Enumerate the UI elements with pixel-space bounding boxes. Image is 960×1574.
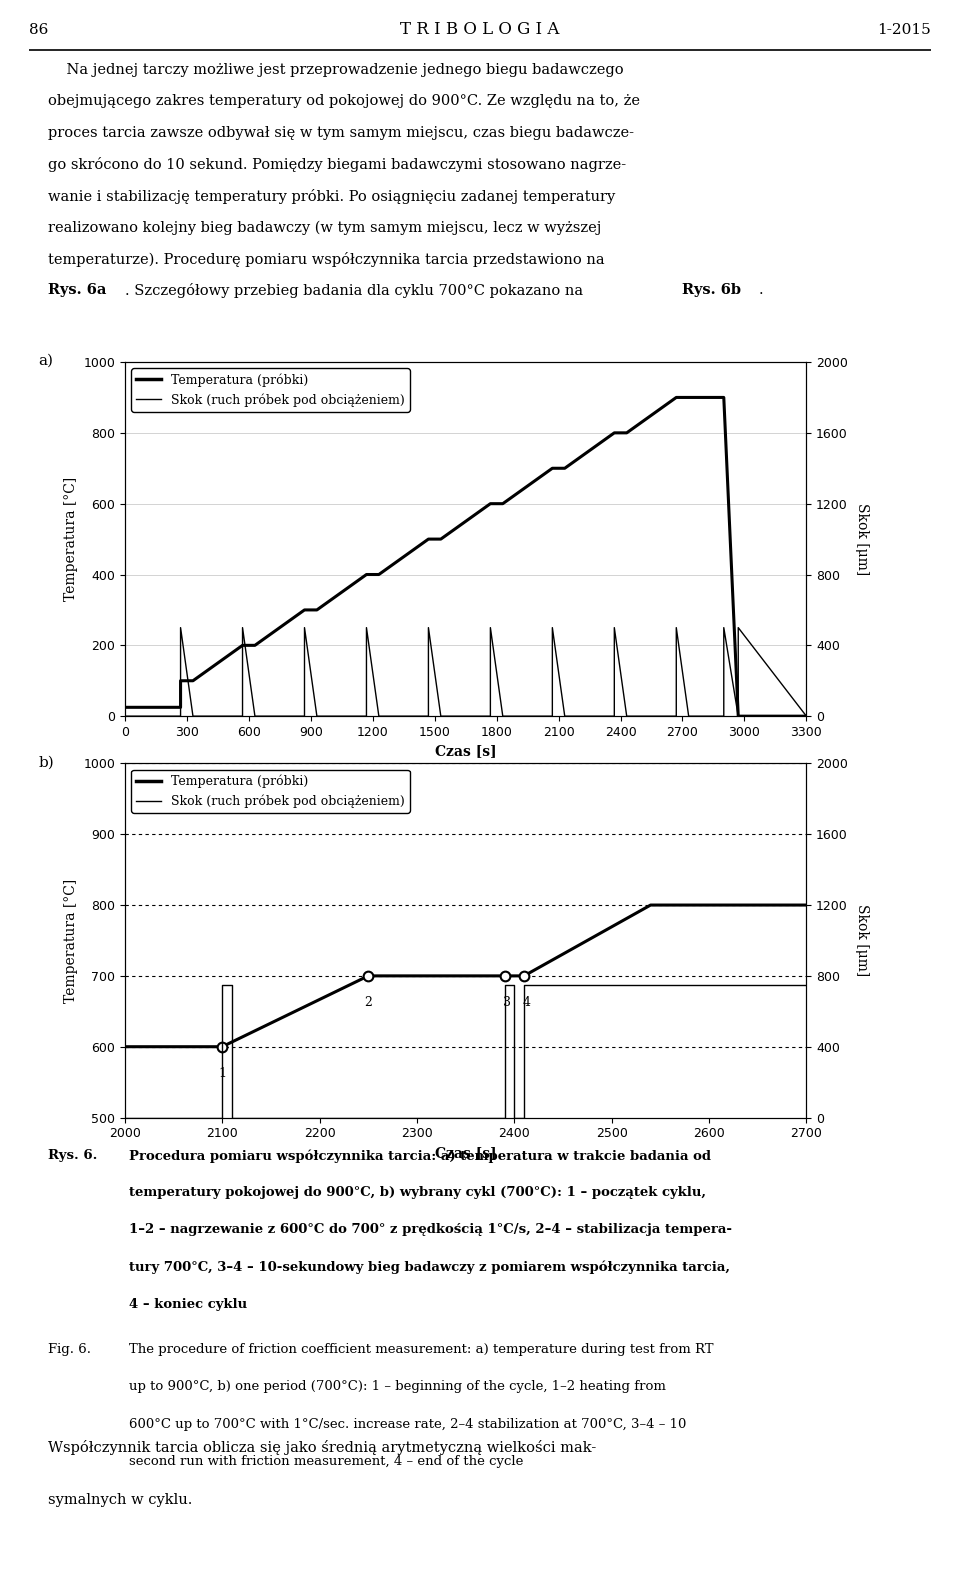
Text: 1-2015: 1-2015 xyxy=(877,24,931,36)
Legend: Temperatura (próbki), Skok (ruch próbek pod obciążeniem): Temperatura (próbki), Skok (ruch próbek … xyxy=(132,770,410,812)
Text: 86: 86 xyxy=(29,24,48,36)
Text: Fig. 6.: Fig. 6. xyxy=(48,1343,91,1357)
Text: obejmującego zakres temperatury od pokojowej do 900°C. Ze względu na to, że: obejmującego zakres temperatury od pokoj… xyxy=(48,94,640,109)
Text: tury 700°C, 3–4 – 10-sekundowy bieg badawczy z pomiarem współczynnika tarcia,: tury 700°C, 3–4 – 10-sekundowy bieg bada… xyxy=(130,1261,731,1273)
X-axis label: Czas [s]: Czas [s] xyxy=(435,745,496,759)
Y-axis label: Temperatura [°C]: Temperatura [°C] xyxy=(63,477,78,601)
Text: 4: 4 xyxy=(523,996,531,1009)
Text: second run with friction measurement, 4 – end of the cycle: second run with friction measurement, 4 … xyxy=(130,1454,523,1469)
Text: T R I B O L O G I A: T R I B O L O G I A xyxy=(400,22,560,38)
X-axis label: Czas [s]: Czas [s] xyxy=(435,1146,496,1160)
Text: Rys. 6b: Rys. 6b xyxy=(683,283,741,297)
Text: Rys. 6.: Rys. 6. xyxy=(48,1149,97,1162)
Text: The procedure of friction coefficient measurement: a) temperature during test fr: The procedure of friction coefficient me… xyxy=(130,1343,713,1357)
Text: up to 900°C, b) one period (700°C): 1 – beginning of the cycle, 1–2 heating from: up to 900°C, b) one period (700°C): 1 – … xyxy=(130,1380,666,1393)
Text: Współczynnik tarcia oblicza się jako średnią arytmetyczną wielkości mak-: Współczynnik tarcia oblicza się jako śre… xyxy=(48,1440,596,1456)
Text: go skrócono do 10 sekund. Pomiędzy biegami badawczymi stosowano nagrze-: go skrócono do 10 sekund. Pomiędzy biega… xyxy=(48,157,626,173)
Text: Na jednej tarczy możliwe jest przeprowadzenie jednego biegu badawczego: Na jednej tarczy możliwe jest przeprowad… xyxy=(48,63,624,77)
Y-axis label: Skok [μm]: Skok [μm] xyxy=(854,905,869,976)
Text: Procedura pomiaru współczynnika tarcia: a) temperatura w trakcie badania od: Procedura pomiaru współczynnika tarcia: … xyxy=(130,1149,711,1163)
Text: realizowano kolejny bieg badawczy (w tym samym miejscu, lecz w wyższej: realizowano kolejny bieg badawczy (w tym… xyxy=(48,220,601,235)
Legend: Temperatura (próbki), Skok (ruch próbek pod obciążeniem): Temperatura (próbki), Skok (ruch próbek … xyxy=(132,368,410,411)
Text: temperaturze). Procedurę pomiaru współczynnika tarcia przedstawiono na: temperaturze). Procedurę pomiaru współcz… xyxy=(48,252,605,268)
Text: 600°C up to 700°C with 1°C/sec. increase rate, 2–4 stabilization at 700°C, 3–4 –: 600°C up to 700°C with 1°C/sec. increase… xyxy=(130,1418,686,1431)
Text: symalnych w cyklu.: symalnych w cyklu. xyxy=(48,1494,192,1508)
Text: 2: 2 xyxy=(364,996,372,1009)
Text: 4 – koniec cyklu: 4 – koniec cyklu xyxy=(130,1297,248,1311)
Text: .: . xyxy=(759,283,763,297)
Text: . Szczegółowy przebieg badania dla cyklu 700°C pokazano na: . Szczegółowy przebieg badania dla cyklu… xyxy=(125,283,583,299)
Text: wanie i stabilizację temperatury próbki. Po osiągnięciu zadanej temperatury: wanie i stabilizację temperatury próbki.… xyxy=(48,189,615,205)
Text: b): b) xyxy=(38,756,54,770)
Y-axis label: Skok [μm]: Skok [μm] xyxy=(854,504,869,575)
Text: a): a) xyxy=(38,354,54,368)
Text: 3: 3 xyxy=(503,996,512,1009)
Text: 1–2 – nagrzewanie z 600°C do 700° z prędkością 1°C/s, 2–4 – stabilizacja tempera: 1–2 – nagrzewanie z 600°C do 700° z pręd… xyxy=(130,1223,732,1237)
Text: 1: 1 xyxy=(218,1067,227,1080)
Text: temperatury pokojowej do 900°C, b) wybrany cykl (700°C): 1 – początek cyklu,: temperatury pokojowej do 900°C, b) wybra… xyxy=(130,1187,707,1199)
Y-axis label: Temperatura [°C]: Temperatura [°C] xyxy=(63,878,78,1003)
Text: proces tarcia zawsze odbywał się w tym samym miejscu, czas biegu badawcze-: proces tarcia zawsze odbywał się w tym s… xyxy=(48,126,634,140)
Text: Rys. 6a: Rys. 6a xyxy=(48,283,107,297)
